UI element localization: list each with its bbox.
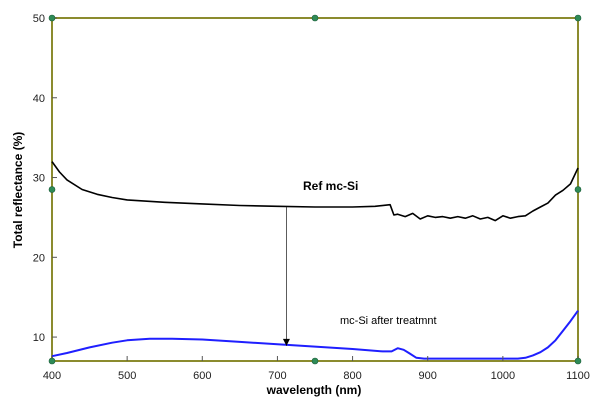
x-tick-label-400: 400 <box>43 370 61 382</box>
frame-handle-8 <box>574 357 582 365</box>
series-line-1 <box>51 161 579 222</box>
series-line-2 <box>51 310 579 360</box>
annotation-layer: Ref mc-Si mc-Si after treatmnt <box>282 179 437 346</box>
series-layer <box>51 161 579 360</box>
y-axis-title: Total reflectance (%) <box>11 132 25 248</box>
y-tick-label-20: 20 <box>33 252 45 264</box>
y-tick-label-10: 10 <box>33 332 45 344</box>
x-tick-label-1000: 1000 <box>491 370 515 382</box>
x-tick-label-900: 900 <box>419 370 437 382</box>
tick-layer: 400 500 600 700 800 900 1000 1100 10 20 30 40 50 <box>33 13 590 382</box>
frame-handle-6 <box>48 357 56 365</box>
y-tick-label-50: 50 <box>33 13 45 25</box>
frame-handles <box>48 14 582 365</box>
frame-handle-2 <box>311 14 319 22</box>
x-tick-label-700: 700 <box>268 370 286 382</box>
treated-series-label: mc-Si after treatmnt <box>340 315 437 327</box>
x-axis-title: wavelength (nm) <box>266 383 362 397</box>
y-tick-label-40: 40 <box>33 93 45 105</box>
ref-series-label: Ref mc-Si <box>303 179 358 193</box>
frame-handle-7 <box>311 357 319 365</box>
frame-handle-3 <box>574 14 582 22</box>
frame-handle-4 <box>48 186 56 193</box>
frame-handle-1 <box>48 14 56 22</box>
annotation-arrow-head <box>282 338 290 346</box>
x-tick-label-600: 600 <box>193 370 211 382</box>
y-tick-label-30: 30 <box>33 173 45 185</box>
frame-handle-5 <box>574 186 582 193</box>
x-tick-label-800: 800 <box>343 370 361 382</box>
x-tick-label-1100: 1100 <box>566 370 590 382</box>
x-tick-label-500: 500 <box>118 370 136 382</box>
